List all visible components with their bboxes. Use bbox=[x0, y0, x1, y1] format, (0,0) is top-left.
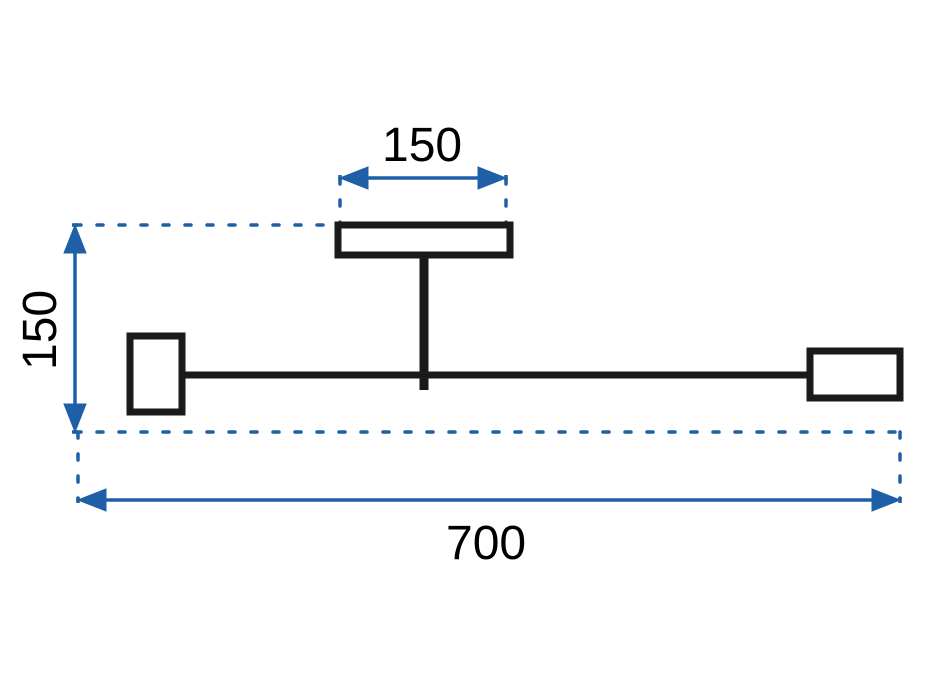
dimension-label: 150 bbox=[382, 119, 462, 172]
dimension-diagram: 150 150 700 bbox=[0, 0, 928, 686]
dimension-label: 150 bbox=[14, 290, 67, 370]
dimension-label: 700 bbox=[446, 517, 526, 570]
